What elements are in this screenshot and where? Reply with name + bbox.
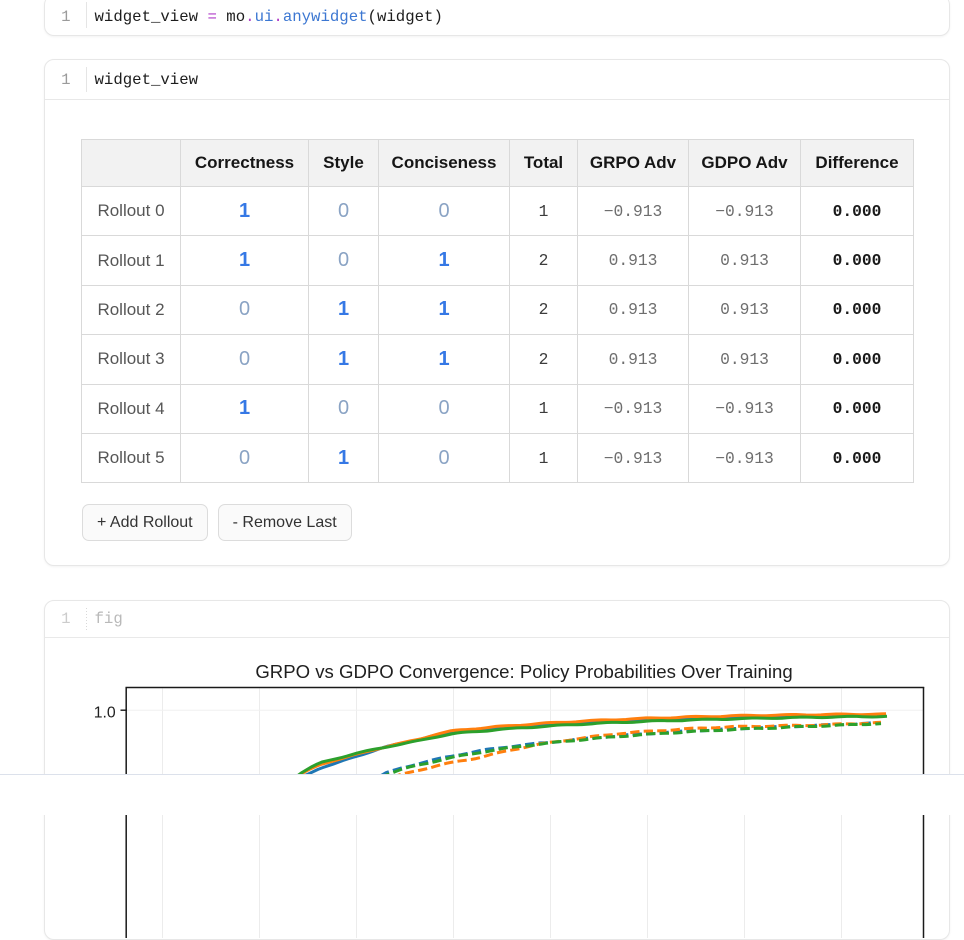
svg-text:GRPO vs GDPO Convergence: Poli: GRPO vs GDPO Convergence: Policy Probabi… <box>255 661 792 682</box>
svg-text:1.0: 1.0 <box>94 705 116 722</box>
